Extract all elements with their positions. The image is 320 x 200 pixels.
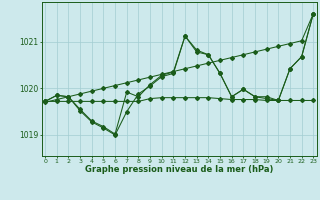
X-axis label: Graphe pression niveau de la mer (hPa): Graphe pression niveau de la mer (hPa) <box>85 165 273 174</box>
